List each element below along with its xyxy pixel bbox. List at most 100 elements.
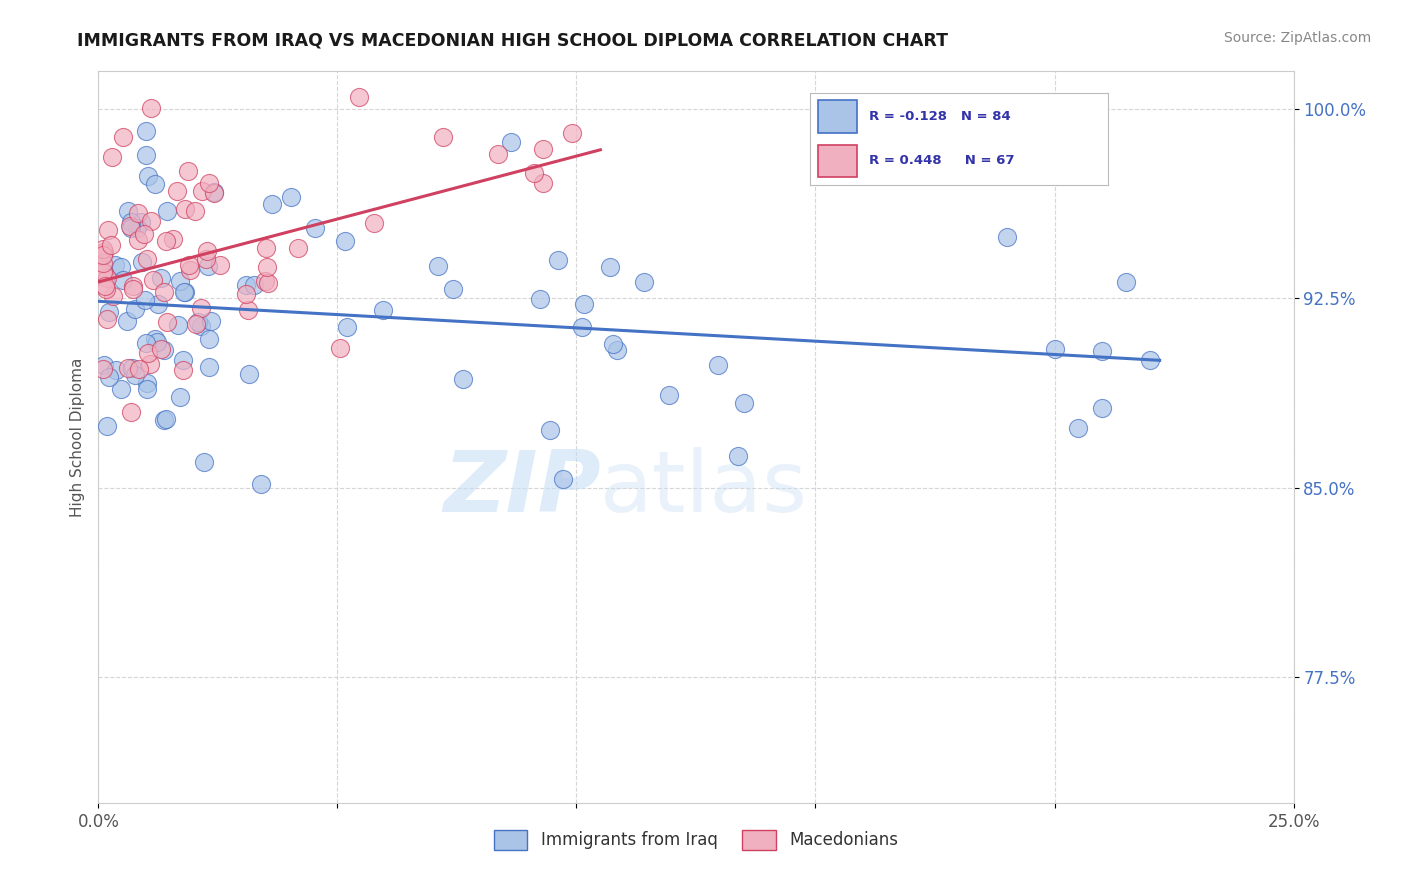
Point <box>91 243 114 257</box>
Point <box>156 204 179 219</box>
Point <box>110 260 132 274</box>
Point <box>136 376 159 390</box>
Point <box>371 303 394 318</box>
Point <box>184 317 207 331</box>
Point <box>173 285 195 300</box>
Point <box>96 282 118 296</box>
Point <box>152 413 174 427</box>
Point <box>191 184 214 198</box>
Point <box>174 202 197 216</box>
Point <box>127 233 149 247</box>
Point <box>335 234 357 248</box>
Point <box>96 271 118 285</box>
Point <box>135 148 157 162</box>
Point <box>129 215 152 229</box>
Point <box>427 260 450 274</box>
Point <box>336 320 359 334</box>
Point <box>287 241 309 255</box>
Point <box>202 185 225 199</box>
Point <box>96 419 118 434</box>
Point <box>121 360 143 375</box>
Point <box>538 423 561 437</box>
Point <box>733 396 755 410</box>
Point <box>136 345 159 359</box>
Point <box>172 353 194 368</box>
Point <box>572 297 595 311</box>
Point <box>117 203 139 218</box>
Text: Source: ZipAtlas.com: Source: ZipAtlas.com <box>1223 31 1371 45</box>
Point <box>127 205 149 219</box>
Point <box>176 163 198 178</box>
Point <box>121 279 143 293</box>
Point <box>166 184 188 198</box>
Point <box>143 332 166 346</box>
Point <box>152 343 174 357</box>
Point <box>193 455 215 469</box>
Point <box>553 472 575 486</box>
Point <box>91 362 114 376</box>
Point <box>143 177 166 191</box>
Point <box>209 258 232 272</box>
Point <box>184 203 207 218</box>
Point <box>363 216 385 230</box>
Point <box>198 359 221 374</box>
Text: atlas: atlas <box>600 447 808 530</box>
Point <box>235 287 257 301</box>
Point <box>1091 401 1114 415</box>
Point <box>254 241 277 255</box>
Point <box>194 252 217 267</box>
Point <box>501 135 523 149</box>
Point <box>561 126 583 140</box>
Point <box>111 130 134 145</box>
Text: ZIP: ZIP <box>443 447 600 530</box>
Point <box>98 305 121 319</box>
Point <box>190 301 212 315</box>
Point <box>96 312 118 326</box>
Point <box>187 315 209 329</box>
Point <box>256 260 278 274</box>
Point <box>150 342 173 356</box>
Point <box>139 357 162 371</box>
Point <box>135 336 157 351</box>
Point <box>156 315 179 329</box>
Point <box>162 232 184 246</box>
Point <box>135 382 157 396</box>
Point <box>995 229 1018 244</box>
Point <box>236 303 259 318</box>
Point <box>141 214 163 228</box>
Point <box>91 256 114 270</box>
Point <box>120 219 142 234</box>
Point <box>1139 352 1161 367</box>
Point <box>124 368 146 382</box>
Point <box>254 274 277 288</box>
Point <box>120 405 142 419</box>
Point <box>531 176 554 190</box>
Point <box>571 319 593 334</box>
Point <box>200 313 222 327</box>
Point <box>441 282 464 296</box>
Point <box>329 341 352 355</box>
Point <box>112 273 135 287</box>
Point <box>132 227 155 241</box>
Point <box>91 265 114 279</box>
Point <box>204 186 226 200</box>
Point <box>523 166 546 180</box>
Point <box>190 319 212 334</box>
Point <box>242 277 264 292</box>
Point <box>125 220 148 235</box>
Point <box>131 255 153 269</box>
Point <box>529 292 551 306</box>
Point <box>197 332 219 346</box>
Point <box>602 337 624 351</box>
Point <box>155 412 177 426</box>
Point <box>658 387 681 401</box>
Point <box>101 150 124 164</box>
Point <box>110 382 132 396</box>
Y-axis label: High School Diploma: High School Diploma <box>69 358 84 516</box>
Point <box>136 252 159 267</box>
Point <box>599 260 621 274</box>
Point <box>172 363 194 377</box>
Point <box>179 258 201 272</box>
Point <box>1115 275 1137 289</box>
Point <box>98 370 121 384</box>
